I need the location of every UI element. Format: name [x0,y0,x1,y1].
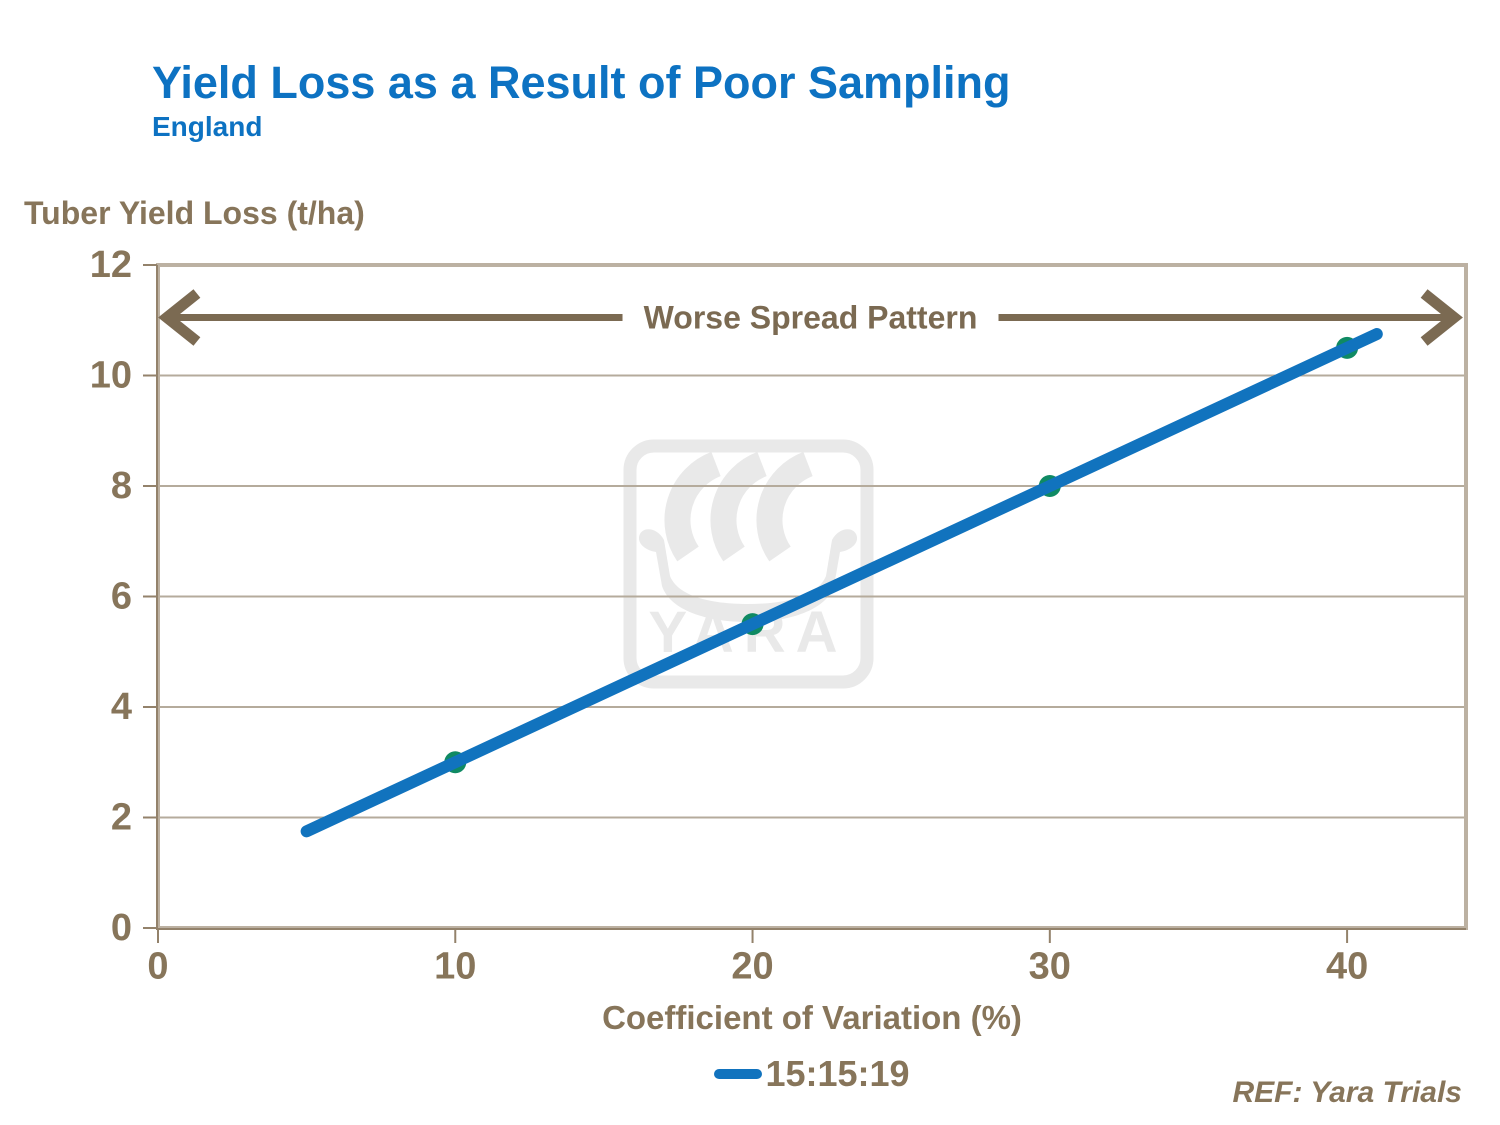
legend: 15:15:19 [158,1056,1466,1092]
x-tick-label: 10 [434,945,476,987]
legend-series-label: 15:15:19 [765,1053,910,1094]
series-line [300,328,1383,838]
watermark-shield-icon [748,558,773,582]
watermark-sail-icon [710,451,768,562]
left-arrowhead-icon [158,289,201,346]
y-tick-label: 6 [111,576,132,618]
x-tick-label: 20 [731,945,773,987]
y-tick-label: 8 [111,465,132,507]
y-tick-label: 10 [90,355,132,397]
x-tick-label: 0 [147,945,168,987]
y-tick-label: 12 [90,244,132,286]
watermark-shield-icon [698,558,723,582]
yara-watermark-logo: YARA [623,439,874,689]
y-tick-label: 2 [111,797,132,839]
watermark-sail-icon [664,451,722,562]
x-tick-label: 30 [1029,945,1071,987]
watermark-shield-icon [773,558,798,582]
x-tick-label: 40 [1326,945,1368,987]
reference-note: REF: Yara Trials [1232,1076,1462,1109]
watermark-sail-icon [756,451,814,562]
right-arrowhead-icon [1420,289,1463,346]
annotation-label: Worse Spread Pattern [644,299,978,335]
x-axis-title: Coefficient of Variation (%) [602,999,1022,1036]
chart-subtitle: England [152,111,263,142]
legend-line-swatch [714,1069,763,1079]
y-axis-title: Tuber Yield Loss (t/ha) [24,195,365,231]
y-tick-label: 0 [111,907,132,949]
y-tick-label: 4 [111,686,132,728]
watermark-shield-icon [723,558,748,582]
chart-title: Yield Loss as a Result of Poor Sampling [152,57,1011,108]
